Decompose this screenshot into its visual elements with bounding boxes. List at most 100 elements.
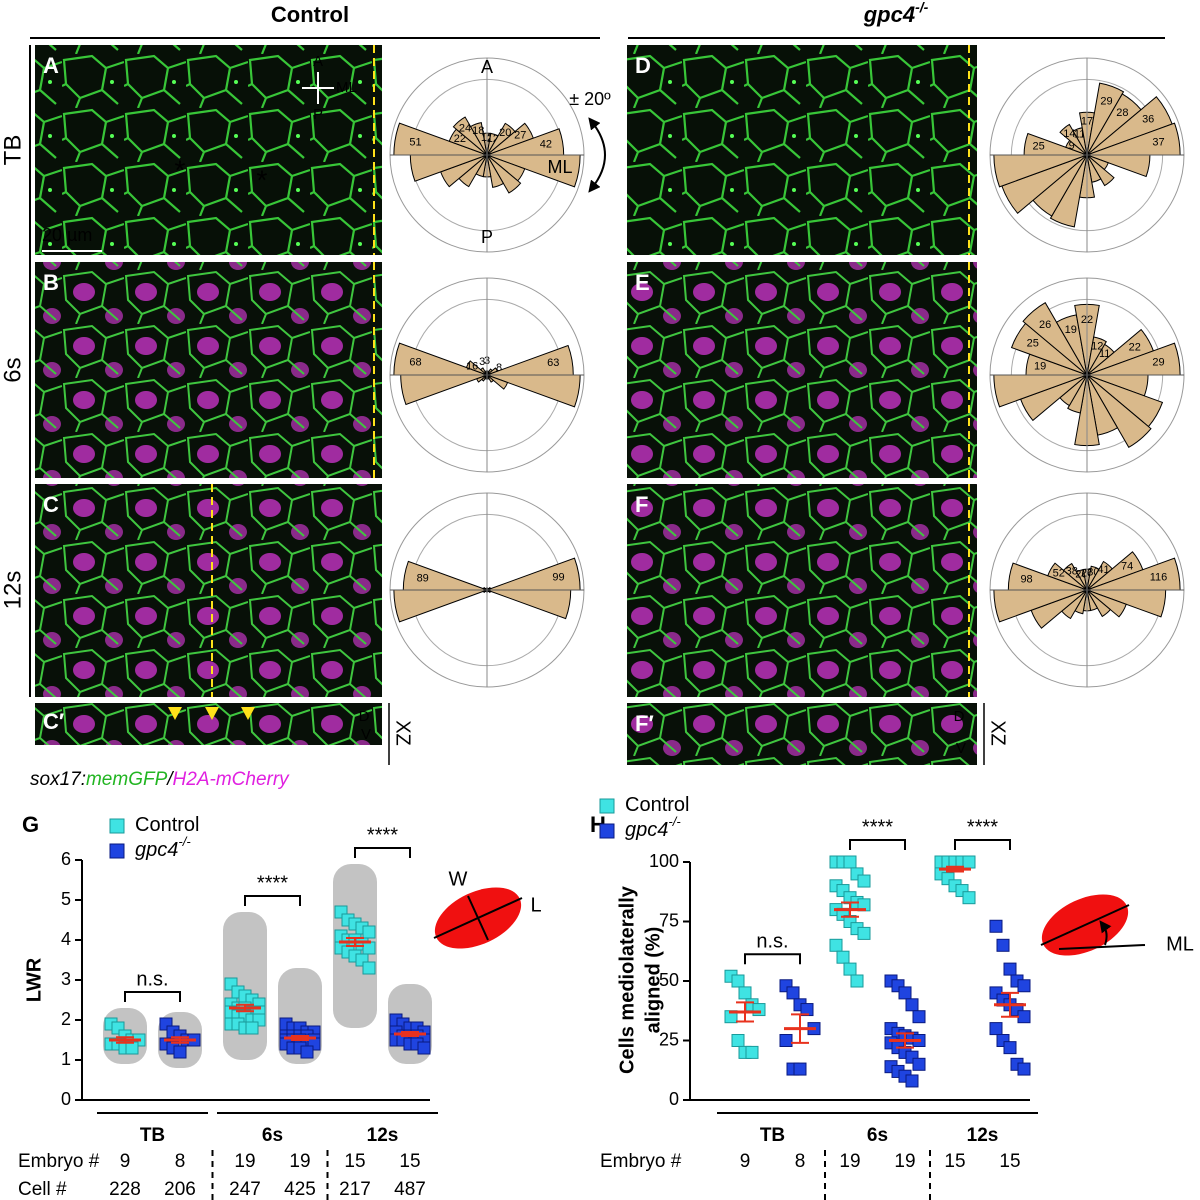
caption-part: H2A-mCherry <box>173 769 291 790</box>
column-header: gpc4-/- <box>863 0 929 27</box>
panel-label: A <box>43 53 59 78</box>
range-arrow <box>588 117 606 193</box>
petal-label: 19 <box>1034 361 1046 373</box>
embryo-point <box>857 874 871 888</box>
axis-label: A <box>313 53 323 70</box>
y-tick-label: 75 <box>659 910 679 930</box>
embryo-point <box>752 1003 766 1017</box>
stage-label: TB <box>140 1125 165 1146</box>
legend-label: gpc4-/- <box>625 814 681 841</box>
petal-label: 22 <box>454 133 466 145</box>
schematic-label: W <box>449 868 468 890</box>
petal-label: 11 <box>1099 348 1110 360</box>
micrograph <box>627 703 977 765</box>
embryo-point <box>905 998 919 1012</box>
rose-petal <box>486 344 574 376</box>
embryo-point <box>786 986 800 1000</box>
embryo-point <box>417 1041 431 1055</box>
embryo-point <box>829 938 843 952</box>
petal-label: 29 <box>1100 95 1112 107</box>
petal-label: 42 <box>540 139 552 151</box>
axis-label: P <box>313 106 323 123</box>
embryo-point <box>745 1045 759 1059</box>
legend-label: gpc4-/- <box>135 834 191 861</box>
rose-petal <box>1086 589 1127 618</box>
embryo-point <box>905 1074 919 1088</box>
xz-ventral: V <box>956 740 966 757</box>
panel-label: D <box>635 53 651 78</box>
legend-label: Control <box>135 814 199 836</box>
panel-label: G <box>22 812 39 837</box>
sig-bracket <box>744 953 801 965</box>
scale-bar-label: 20 µm <box>42 225 92 245</box>
petal-label: 12 <box>1091 341 1103 353</box>
petal-label: 25 <box>1033 140 1045 152</box>
stage-label: 6s <box>867 1125 888 1146</box>
panel-label: E <box>635 270 650 295</box>
xz-dorsal: D <box>954 708 965 725</box>
rose-petal <box>486 154 505 188</box>
petal-label: 74 <box>1121 561 1133 573</box>
legend-name: gpc4 <box>135 839 178 861</box>
y-tick-label: 1 <box>61 1049 71 1069</box>
rose-petal <box>1086 154 1115 187</box>
panel-label: C <box>43 492 59 517</box>
legend-swatch <box>109 818 125 834</box>
embryo-point <box>850 974 864 988</box>
sig-bracket <box>354 847 411 858</box>
asterisk: * <box>175 154 186 185</box>
table-value: 15 <box>344 1151 365 1172</box>
y-axis-label: Cells mediolaterally <box>616 885 638 1074</box>
embryo-point <box>1003 1041 1017 1055</box>
rose-dir: A <box>481 57 493 77</box>
embryo-point <box>793 1062 807 1076</box>
table-value: 15 <box>999 1151 1020 1172</box>
embryo-point <box>1017 1010 1031 1024</box>
petal-label: 89 <box>417 573 429 585</box>
y-axis-label: LWR <box>23 957 45 1002</box>
table-value: 9 <box>120 1151 131 1172</box>
rose-petal <box>1086 82 1125 156</box>
schematic-axis <box>1040 904 1130 946</box>
micrograph <box>627 484 977 697</box>
petal-label: 27 <box>514 130 526 142</box>
rose-petal <box>1059 123 1088 156</box>
xz-ventral: V <box>361 726 371 743</box>
petal-label: 51 <box>409 136 421 148</box>
petal-label: 63 <box>547 357 559 369</box>
embryo-point <box>912 1057 926 1071</box>
rose-petal <box>1067 374 1088 414</box>
table-row-label: Embryo # <box>600 1151 682 1172</box>
rose-petal <box>486 589 572 620</box>
petal-label: 28 <box>1116 107 1128 119</box>
rose-petal <box>465 360 488 376</box>
legend-label: Control <box>625 794 689 816</box>
legend-swatch <box>109 843 125 859</box>
table-value: 8 <box>795 1151 806 1172</box>
caption-part: memGFP <box>86 769 168 790</box>
micrograph <box>35 45 382 255</box>
embryo-point <box>962 855 976 869</box>
petal-label: 98 <box>1020 573 1032 585</box>
rose-petal <box>1049 154 1088 228</box>
table-value: 487 <box>394 1179 426 1200</box>
rose-petal <box>469 122 488 156</box>
embryo-point <box>245 1021 259 1035</box>
table-value: 15 <box>399 1151 420 1172</box>
stage-label: 6s <box>262 1125 283 1146</box>
petal-label: 116 <box>1150 571 1168 583</box>
legend-swatch <box>599 798 615 814</box>
sig-label: n.s. <box>136 968 168 990</box>
sig-bracket <box>124 991 181 1002</box>
petal-label: 11 <box>1074 129 1085 141</box>
caption: sox17:memGFP/H2A-mCherry <box>30 769 290 790</box>
sig-label: **** <box>257 872 288 894</box>
embryo-point <box>362 961 376 975</box>
petal-label: 29 <box>1152 356 1164 368</box>
embryo-point <box>362 941 376 955</box>
petal-label: 52 <box>1053 568 1065 580</box>
table-value: 9 <box>740 1151 751 1172</box>
table-value: 19 <box>234 1151 255 1172</box>
table-value: 247 <box>229 1179 261 1200</box>
embryo-point <box>898 986 912 1000</box>
